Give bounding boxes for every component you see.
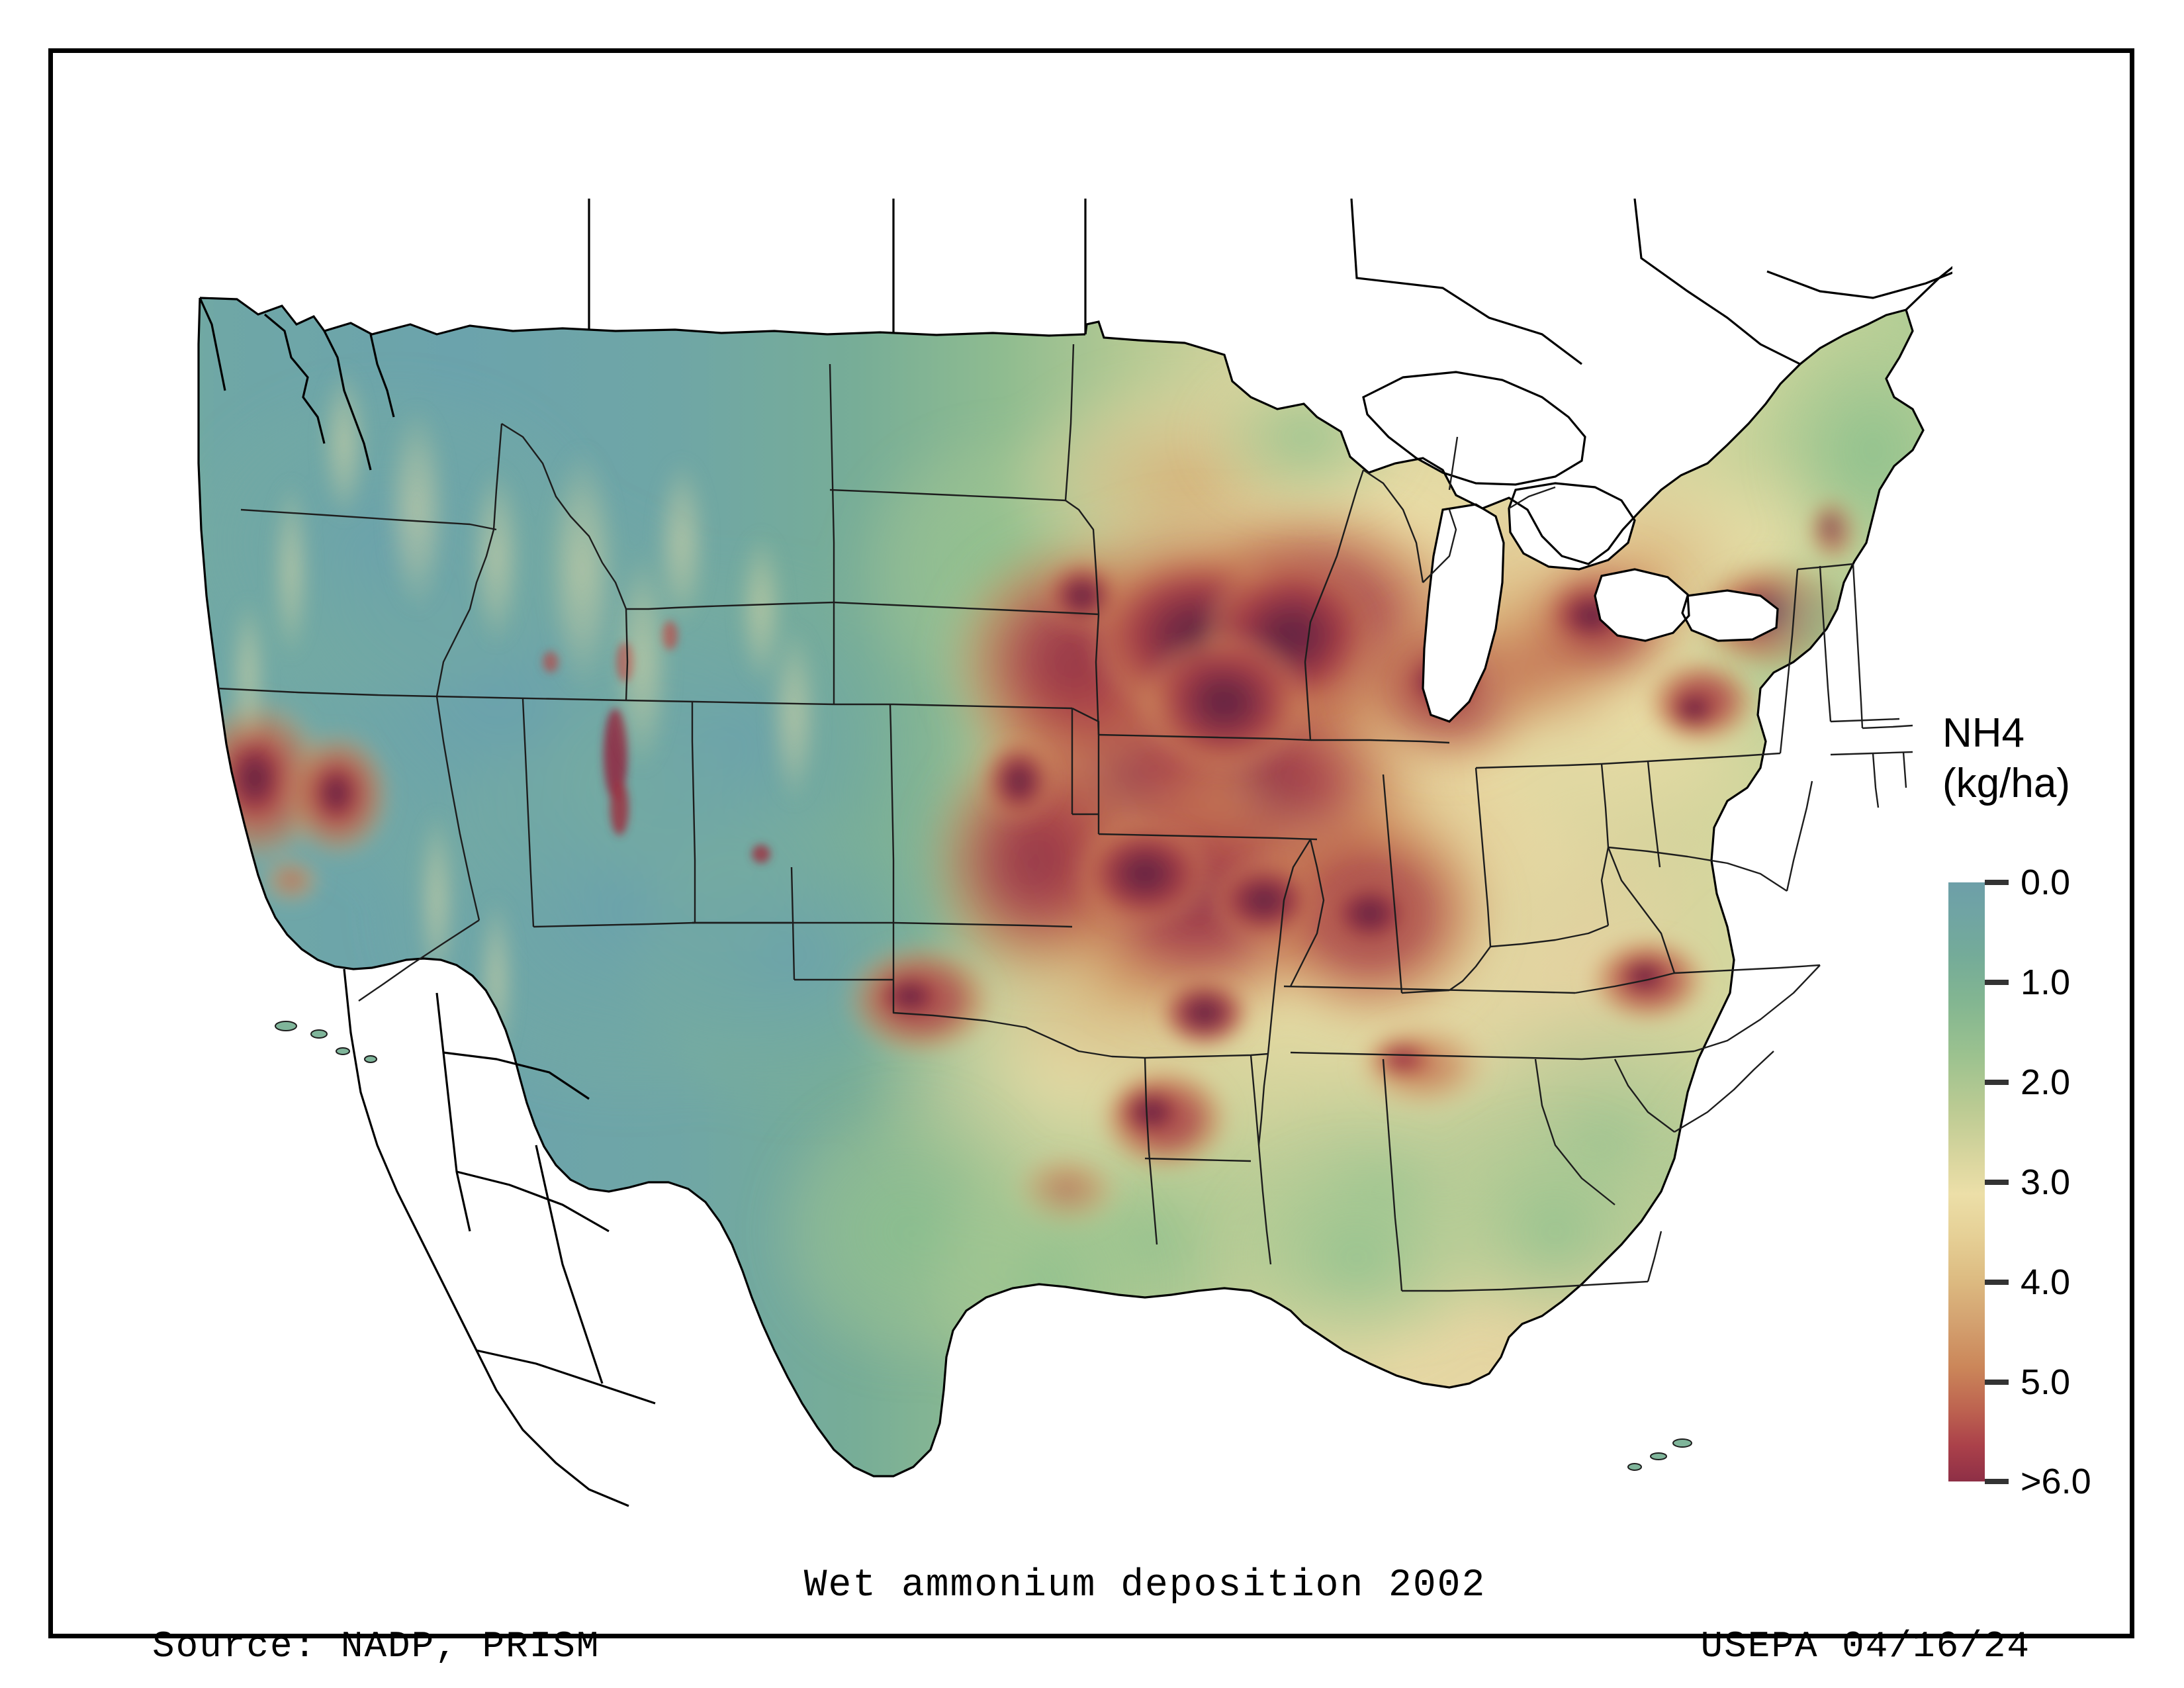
colorbar-tick xyxy=(1985,1479,2009,1484)
colorbar-tick xyxy=(1985,980,2009,985)
map-raster xyxy=(126,199,1952,1516)
colorbar-tick-label: 4.0 xyxy=(2021,1262,2071,1302)
colorbar-tick-label: 0.0 xyxy=(2021,863,2071,902)
legend-title-line2: (kg/ha) xyxy=(1942,761,2070,806)
legend-title: NH4 (kg/ha) xyxy=(1942,708,2161,809)
deposition-map xyxy=(126,199,1952,1516)
state-boundaries xyxy=(218,344,1913,1292)
colorbar-tick xyxy=(1985,1280,2009,1285)
colorbar-legend: NH4 (kg/ha) 0.0 1.0 2.0 3.0 4.0 5.0 >6.0 xyxy=(1942,708,2161,1503)
source-note: Source: NADP, PRISM xyxy=(152,1625,600,1667)
colorbar-tick xyxy=(1985,1080,2009,1085)
offshore-islands xyxy=(275,1021,1692,1471)
colorbar-tick xyxy=(1985,1380,2009,1385)
figure-caption: Wet ammonium deposition 2002 xyxy=(803,1564,1486,1607)
agency-date-note: USEPA 04/16/24 xyxy=(1700,1625,2030,1667)
colorbar-tick-label: 5.0 xyxy=(2021,1362,2071,1402)
colorbar-tick xyxy=(1985,1180,2009,1185)
figure-frame: NH4 (kg/ha) 0.0 1.0 2.0 3.0 4.0 5.0 >6.0 … xyxy=(48,48,2134,1667)
colorbar-tick-label: 2.0 xyxy=(2021,1062,2071,1102)
colorbar-tick-label: 1.0 xyxy=(2021,962,2071,1002)
colorbar-tick-label: 3.0 xyxy=(2021,1162,2071,1202)
national-borders xyxy=(197,199,1952,1507)
colorbar-gradient xyxy=(1948,882,1985,1481)
legend-title-line1: NH4 xyxy=(1942,710,2025,756)
colorbar-tick-label: >6.0 xyxy=(2021,1462,2091,1501)
non-land-mask xyxy=(126,199,1952,1516)
colorbar-tick xyxy=(1985,880,2009,885)
